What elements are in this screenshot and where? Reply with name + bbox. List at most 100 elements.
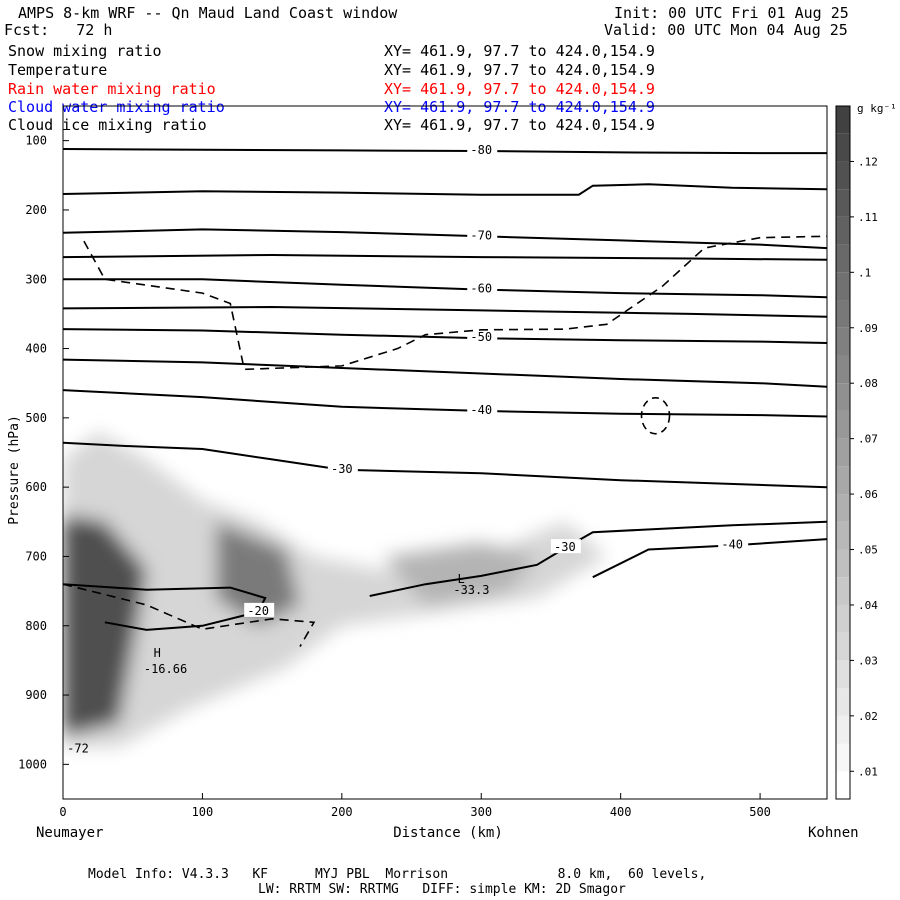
temperature-contour — [63, 358, 827, 388]
field-name-rain: Rain water mixing ratio — [8, 80, 216, 98]
temperature-contour — [63, 148, 827, 155]
colorbar-swatch — [836, 494, 850, 522]
contour-label: -30 — [331, 462, 353, 476]
colorbar-tick-label: .11 — [858, 211, 878, 224]
colorbar-swatch — [836, 327, 850, 356]
colorbar-unit: g kg⁻¹ — [857, 102, 897, 115]
contour-label-bg — [467, 280, 498, 295]
temperature-contour — [63, 441, 827, 489]
colorbar-swatch — [836, 549, 850, 578]
model-info-line1: Model Info: V4.3.3 KF MYJ PBL Morrison 8… — [88, 867, 707, 882]
colorbar-swatch — [836, 410, 850, 439]
contour-label-bg — [327, 460, 358, 475]
colorbar-swatch — [836, 743, 850, 772]
colorbar-tick-label: .05 — [858, 544, 878, 557]
annotations: H -16.66 L-33.3 -72 — [67, 572, 489, 756]
colorbar-tick-label: .07 — [858, 433, 878, 446]
colorbar-tick-label: .01 — [858, 765, 878, 778]
colorbar-swatch — [836, 244, 850, 273]
axes: 0 100 200 300 400 500 100 200 300 400 500 600 700 800… — [18, 134, 771, 819]
field-xy-rain: XY= 461.9, 97.7 to 424.0,154.9 — [384, 80, 655, 98]
y-tick-label: 1000 — [18, 757, 47, 771]
contour-label-bg — [718, 536, 749, 551]
field-name-temperature: Temperature — [8, 61, 108, 79]
snow-shading-region — [383, 542, 538, 605]
model-info-line2: LW: RRTM SW: RRTMG DIFF: simple KM: 2D S… — [258, 882, 626, 897]
x-right-station: Kohnen — [808, 825, 859, 841]
contour-label-bg — [467, 227, 498, 242]
contour-label-bg — [550, 539, 581, 554]
colorbar-swatch — [836, 189, 850, 217]
colorbar-tick-label: .09 — [858, 322, 878, 335]
y-tick-label: 700 — [25, 549, 47, 563]
temperature-contour — [63, 253, 827, 261]
colorbar-swatch — [836, 355, 850, 384]
contour-label: -40 — [721, 537, 743, 551]
colorbar-tick-label: .12 — [858, 155, 878, 168]
cloud-ice-contour — [63, 583, 316, 647]
cloud-ice-contour — [83, 235, 827, 371]
colorbar-swatch — [836, 688, 850, 716]
colorbar-swatch — [836, 161, 850, 190]
field-xy-temperature: XY= 461.9, 97.7 to 424.0,154.9 — [384, 61, 655, 79]
x-tick-label: 0 — [59, 805, 66, 819]
colorbar-tick-label: .06 — [858, 488, 878, 501]
colorbar-tick-label: .04 — [858, 599, 878, 612]
temperature-contour — [63, 305, 827, 318]
temperature-contours: -80 -70 -60 -50 -40 -30 -40 -30 -20 — [63, 142, 827, 631]
temperature-contour — [63, 389, 827, 418]
colorbar-swatch — [836, 577, 850, 605]
field-name-snow: Snow mixing ratio — [8, 42, 162, 60]
field-xy-snow: XY= 461.9, 97.7 to 424.0,154.9 — [384, 42, 655, 60]
contour-label: -70 — [470, 228, 492, 242]
cloud-ice-contour — [640, 396, 671, 435]
field-name-cloud-ice: Cloud ice mixing ratio — [8, 116, 207, 134]
colorbar-swatch — [836, 133, 850, 162]
contour-label: -80 — [470, 143, 492, 157]
colorbar-swatch — [836, 272, 850, 301]
x-axis-label: Distance (km) — [393, 825, 503, 841]
contour-label: -60 — [470, 282, 492, 296]
y-axis-label: Pressure (hPa) — [7, 415, 22, 525]
colorbar-tick-label: .02 — [858, 710, 878, 723]
y-tick-label: 200 — [25, 203, 47, 217]
colorbar-swatch — [836, 660, 850, 689]
y-tick-label: 900 — [25, 688, 47, 702]
y-tick-label: 600 — [25, 480, 47, 494]
contour-label-bg — [467, 401, 498, 416]
y-tick-label: 400 — [25, 342, 47, 356]
chart-title: AMPS 8-km WRF -- Qn Maud Land Coast wind… — [18, 4, 398, 22]
temperature-contour — [63, 183, 827, 196]
snow-mixing-ratio-shading — [63, 431, 607, 748]
plot-frame — [62, 105, 828, 800]
colorbar-swatch — [836, 604, 850, 633]
contour-label-bg — [467, 142, 498, 157]
colorbar-swatch — [836, 438, 850, 467]
valid-time: Valid: 00 UTC Mon 04 Aug 25 — [604, 21, 848, 39]
snow-shading-region — [63, 431, 607, 748]
annotation-text: L — [458, 572, 465, 586]
field-name-cloud-water: Cloud water mixing ratio — [8, 98, 225, 116]
contour-label: -40 — [470, 403, 492, 417]
x-tick-label: 500 — [749, 805, 771, 819]
colorbar-swatch — [836, 216, 850, 245]
y-tick-label: 800 — [25, 619, 47, 633]
contour-label: -20 — [247, 604, 269, 618]
contour-label: -50 — [470, 330, 492, 344]
x-tick-label: 400 — [610, 805, 632, 819]
x-left-station: Neumayer — [36, 825, 103, 841]
shading-blobs — [63, 431, 607, 748]
colorbar-swatch — [836, 715, 850, 744]
snow-shading-region — [63, 514, 147, 737]
x-tick-label: 300 — [470, 805, 492, 819]
annotation-text: -16.66 — [144, 662, 187, 676]
colorbar-tick-label: .1 — [858, 266, 871, 279]
colorbar-swatch — [836, 466, 850, 495]
x-tick-label: 100 — [192, 805, 214, 819]
colorbar-swatch — [836, 771, 850, 799]
contour-label-bg — [244, 602, 275, 617]
temperature-contour — [369, 520, 827, 597]
temperature-contour — [592, 538, 827, 579]
y-tick-label: 100 — [25, 134, 47, 148]
